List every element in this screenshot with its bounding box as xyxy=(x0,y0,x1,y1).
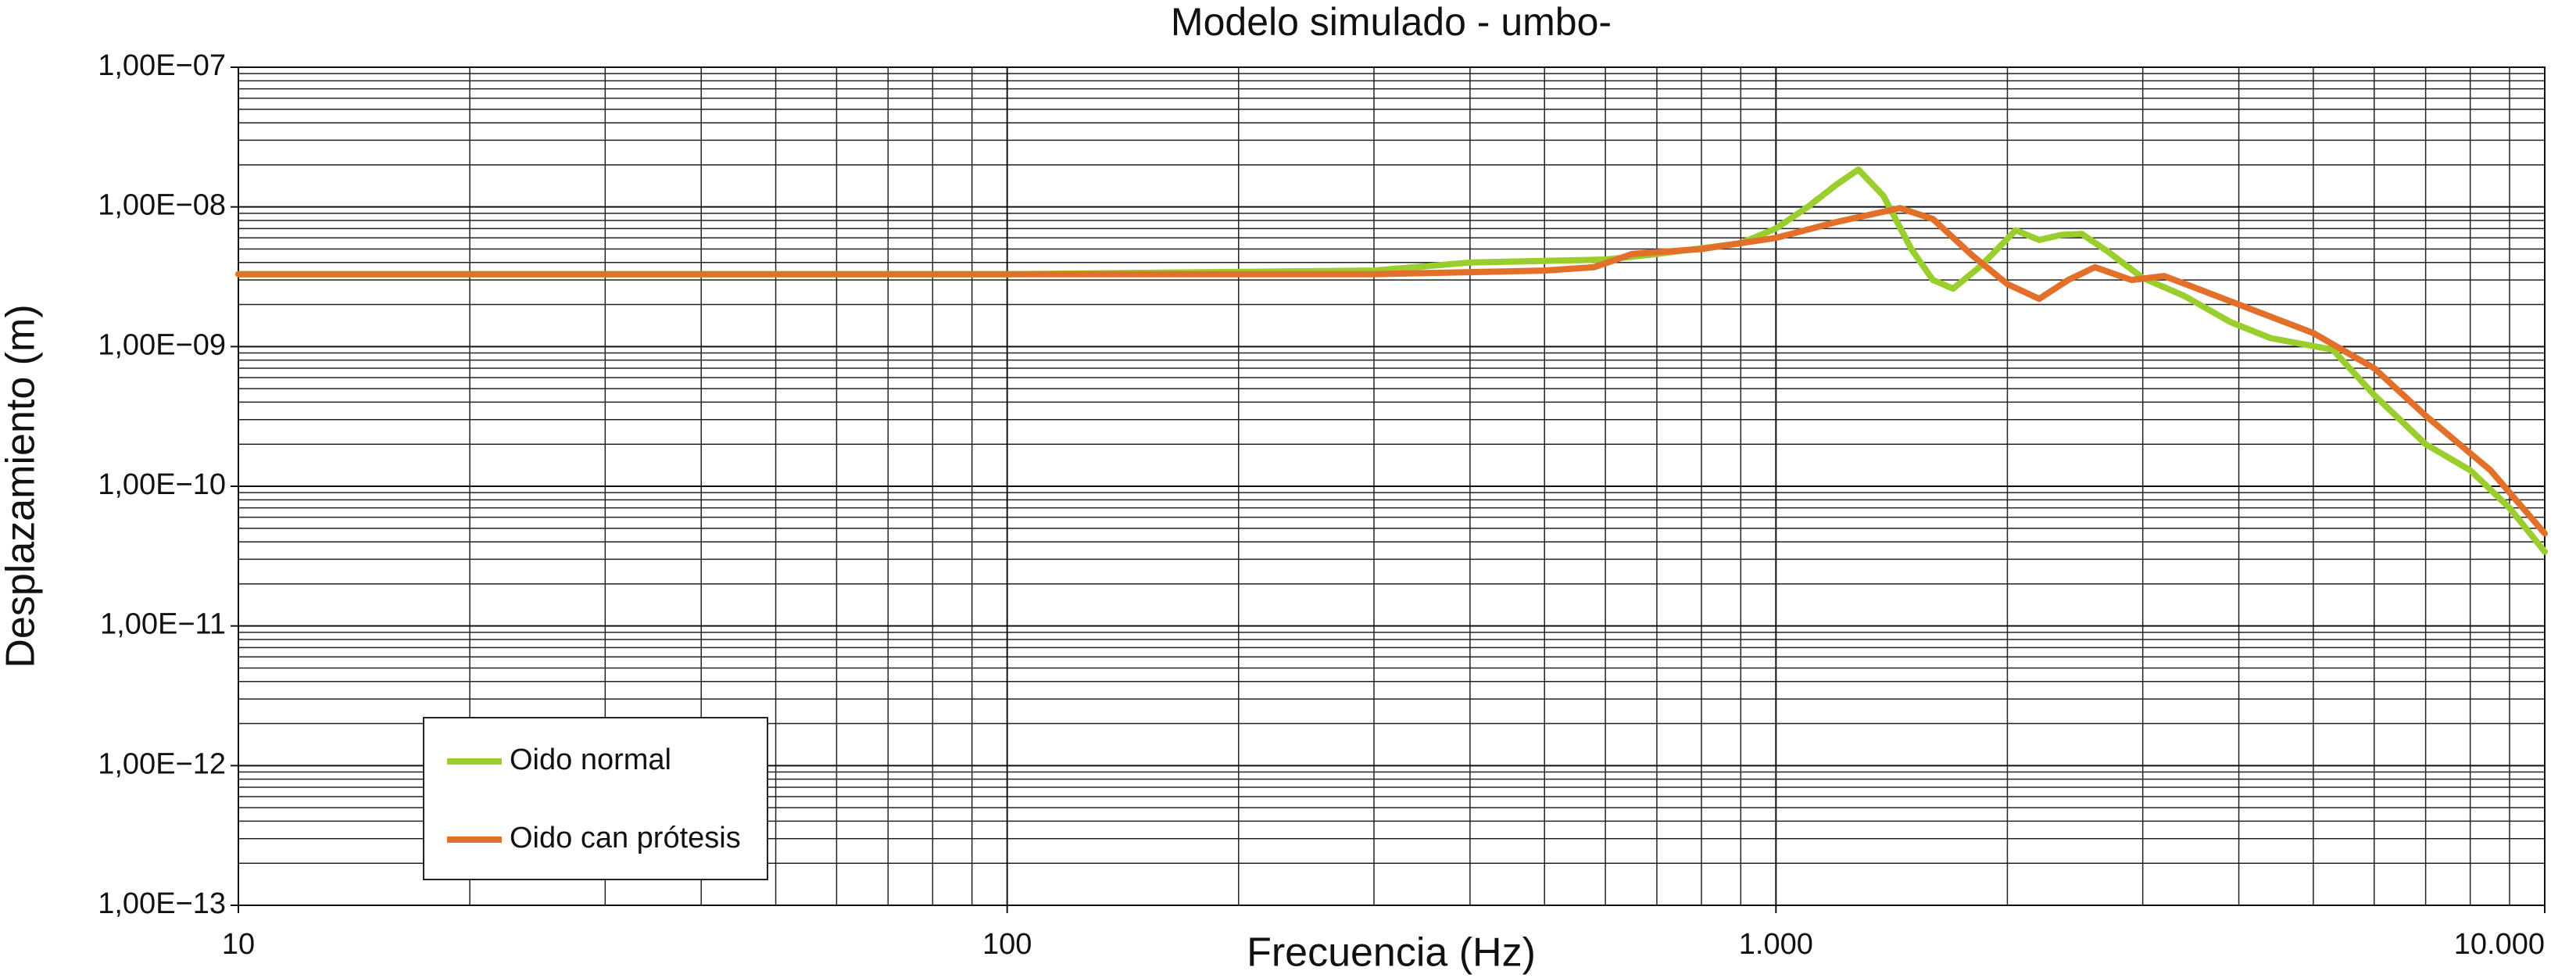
x-tick-label: 10 xyxy=(222,928,255,961)
y-tick-label: 1,00E−13 xyxy=(98,887,226,920)
legend-box xyxy=(423,717,768,880)
y-tick-label: 1,00E−07 xyxy=(98,49,226,82)
x-tick-label: 10.000 xyxy=(2454,928,2545,961)
y-tick-label: 1,00E−11 xyxy=(100,608,226,641)
legend-label: Oido normal xyxy=(510,743,671,776)
y-tick-label: 1,00E−08 xyxy=(98,189,226,222)
grid xyxy=(231,66,2546,913)
x-axis-title: Frecuencia (Hz) xyxy=(1247,930,1536,976)
plot-frame xyxy=(238,66,2546,906)
legend-label: Oido can prótesis xyxy=(510,822,741,854)
y-axis-title: Desplazamiento (m) xyxy=(0,304,44,668)
plot-lines xyxy=(235,166,2548,555)
chart-title: Modelo simulado - umbo- xyxy=(1171,0,1612,44)
x-tick-label: 1.000 xyxy=(1739,928,1813,961)
y-tick-label: 1,00E−09 xyxy=(98,328,226,361)
y-tick-label: 1,00E−10 xyxy=(98,468,226,501)
x-tick-label: 100 xyxy=(982,928,1032,961)
series-line xyxy=(235,205,2548,537)
legend: Oido normal Oido can prótesis xyxy=(423,717,768,880)
y-tick-label: 1,00E−12 xyxy=(98,747,226,780)
